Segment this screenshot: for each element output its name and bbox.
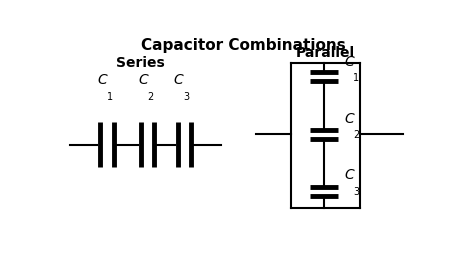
Text: Parallel: Parallel [296, 46, 355, 60]
Text: C: C [138, 73, 148, 87]
Text: C: C [344, 112, 354, 126]
Text: Capacitor Combinations: Capacitor Combinations [141, 38, 345, 53]
Text: C: C [344, 168, 354, 182]
Text: C: C [344, 55, 354, 69]
Text: 3: 3 [353, 187, 359, 197]
Text: 1: 1 [107, 92, 113, 102]
Text: C: C [98, 73, 108, 87]
Text: 2: 2 [147, 92, 154, 102]
Text: 3: 3 [183, 92, 189, 102]
Text: C: C [174, 73, 183, 87]
Text: 2: 2 [353, 131, 359, 140]
Text: 1: 1 [353, 73, 359, 83]
Text: Series: Series [116, 56, 164, 70]
